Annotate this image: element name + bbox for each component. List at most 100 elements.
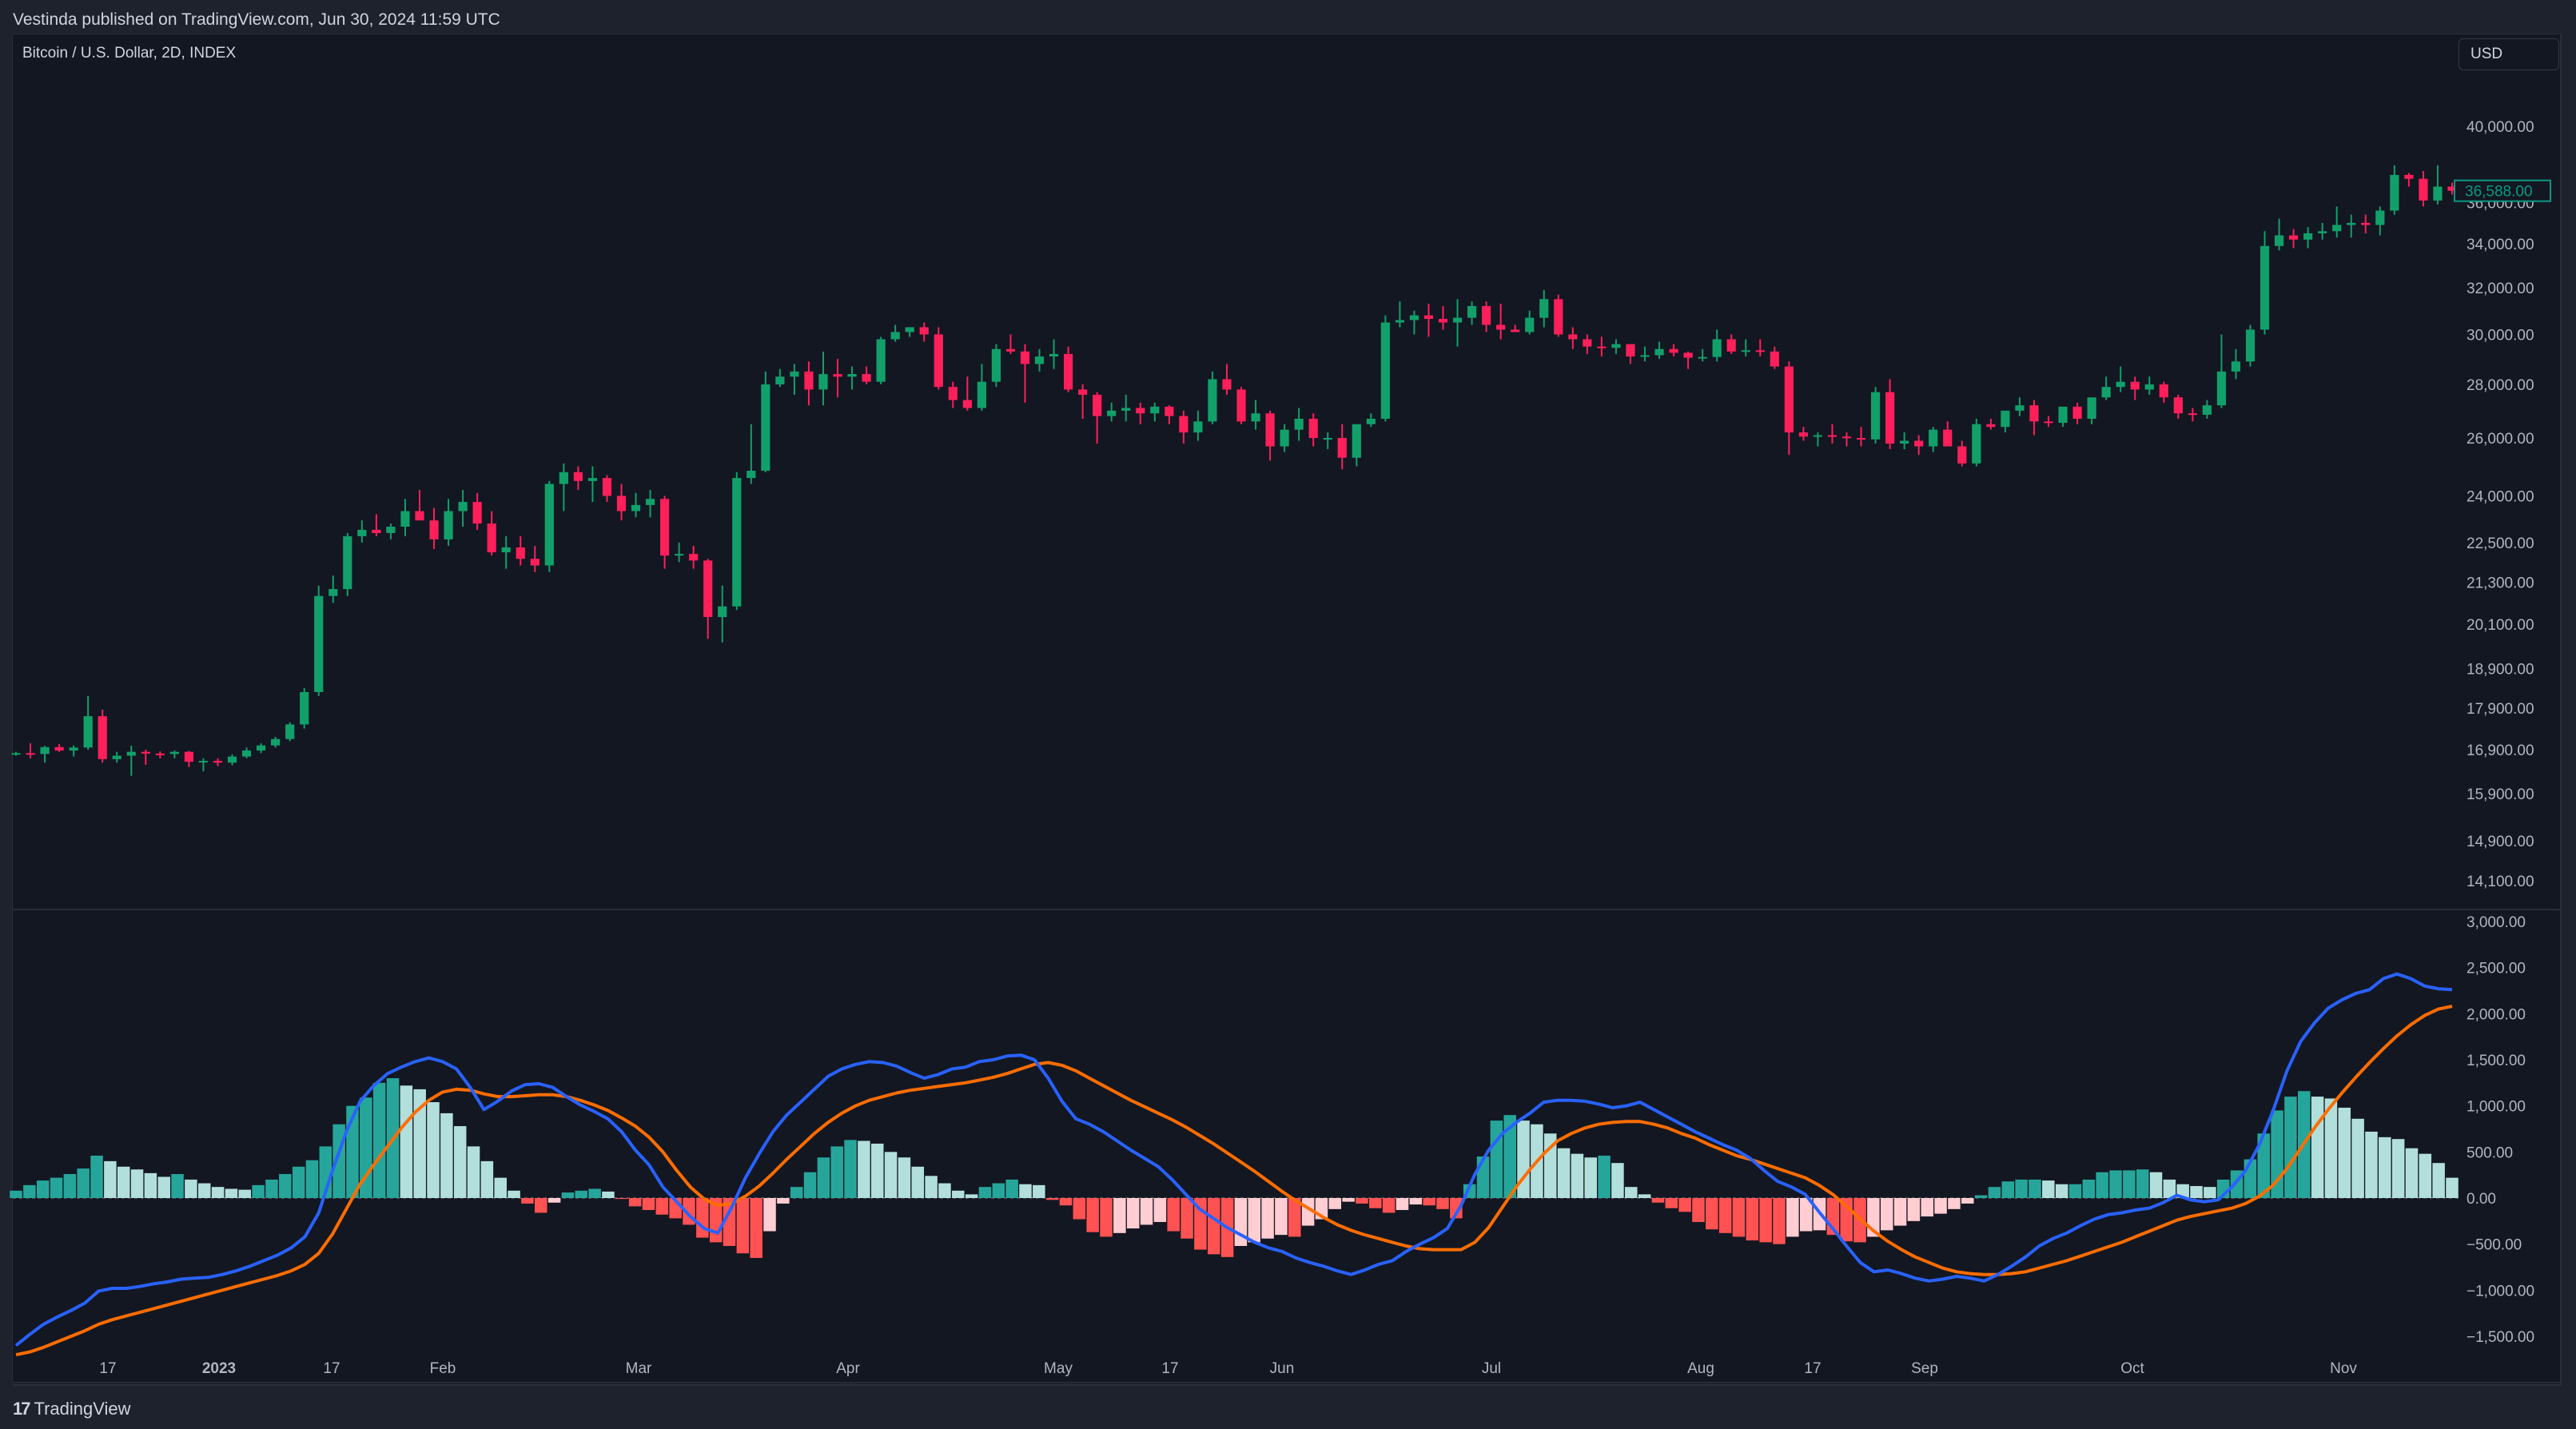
candle-body [328, 589, 338, 596]
candle-body [1337, 438, 1347, 458]
macd-histogram-bar [238, 1189, 252, 1198]
macd-histogram-bar [2149, 1172, 2163, 1198]
candle-body [1726, 339, 1736, 352]
candle-body [2361, 222, 2371, 225]
macd-histogram-bar [494, 1177, 507, 1198]
macd-histogram-bar [1893, 1198, 1907, 1226]
macd-histogram-bar [2257, 1133, 2270, 1198]
candle-body [1712, 339, 1722, 357]
macd-histogram-bar [1395, 1198, 1409, 1210]
macd-histogram-bar [1773, 1198, 1786, 1244]
macd-histogram-bar [225, 1188, 238, 1198]
candle-body [1856, 438, 1866, 440]
candle-body [1943, 429, 1953, 447]
candle-body [1251, 413, 1260, 422]
last-price-box [2454, 179, 2551, 202]
macd-pane[interactable] [10, 972, 2460, 1357]
macd-histogram-bar [1625, 1187, 1638, 1198]
candle-body [372, 529, 381, 533]
price-pane[interactable] [11, 165, 2457, 776]
macd-histogram-bar [198, 1183, 211, 1198]
macd-histogram-bar [90, 1155, 103, 1198]
candle-body [1784, 366, 1794, 433]
macd-axis[interactable]: 3,000.00 2,500.00 2,000.00 1,500.00 1,000.00… [2467, 914, 2534, 1346]
macd-histogram-bar [467, 1146, 480, 1198]
time-tick-label: 17 [323, 1360, 340, 1377]
candle-body [2202, 405, 2212, 415]
candle-body [1049, 353, 1059, 357]
candle-body [1352, 424, 1361, 458]
candle-body [1870, 392, 1881, 440]
macd-histogram-bar [23, 1184, 36, 1198]
candle-body [790, 371, 799, 377]
macd-histogram-bar [1638, 1194, 1651, 1198]
candle-body [962, 400, 972, 408]
candle-body [1222, 379, 1232, 390]
candle-body [213, 761, 223, 763]
macd-histogram-bar [1746, 1198, 1759, 1241]
candle-body [587, 478, 598, 481]
time-tick-label: 2023 [202, 1360, 236, 1377]
macd-tick-label: −1,000.00 [2467, 1283, 2534, 1300]
macd-histogram-bar [144, 1172, 157, 1198]
macd-histogram-bar [1692, 1198, 1705, 1222]
macd-histogram-bar [1248, 1198, 1261, 1243]
footer-branding[interactable]: 17 TradingView [13, 1397, 131, 1421]
macd-histogram-bar [1759, 1198, 1772, 1243]
macd-histogram-bar [508, 1190, 520, 1198]
candle-body [415, 511, 424, 521]
candle-body [83, 716, 93, 748]
macd-histogram-bar [1934, 1198, 1947, 1214]
candle-body [530, 559, 539, 566]
macd-histogram-bar [952, 1190, 965, 1198]
macd-histogram-bar [1786, 1198, 1799, 1237]
candle-body [1193, 421, 1203, 433]
candle-body [2274, 235, 2284, 246]
macd-histogram-bar [427, 1102, 440, 1198]
price-axis[interactable]: 40,000.00 34,000.00 32,000.00 30,000.00 28,0… [2467, 119, 2534, 890]
candle-body [645, 499, 655, 505]
candle-body [1208, 379, 1217, 422]
candle-body [1136, 408, 1145, 414]
macd-histogram-bar [2109, 1170, 2122, 1198]
candle-body [285, 724, 295, 739]
candle-body [501, 547, 511, 553]
macd-histogram-bar [2419, 1153, 2432, 1198]
candle-body [155, 753, 165, 755]
macd-histogram-bar [830, 1146, 843, 1198]
candle-body [1568, 334, 1578, 340]
macd-histogram-bar [1678, 1198, 1691, 1212]
macd-histogram-bar [1584, 1157, 1598, 1198]
candle-body [227, 756, 237, 763]
macd-histogram-bar [1261, 1198, 1274, 1239]
macd-histogram-bar [265, 1179, 278, 1198]
macd-histogram-bar [1665, 1198, 1678, 1208]
macd-histogram-bar [696, 1198, 709, 1238]
macd-histogram-bar [2042, 1180, 2055, 1198]
candle-body [862, 374, 871, 382]
time-axis[interactable]: 17 2023 17 Feb Mar Apr May 17 Jun Jul Aug 17 Sep Oct N… [99, 1360, 2357, 1377]
macd-histogram-bar [870, 1143, 884, 1198]
candle-body [847, 374, 857, 377]
macd-histogram-bar [1409, 1198, 1423, 1205]
macd-histogram-bar [763, 1198, 776, 1232]
price-tick-label: 24,000.00 [2467, 488, 2534, 505]
macd-histogram-bar [1073, 1198, 1086, 1220]
candle-body [1423, 315, 1434, 320]
macd-histogram-bar [1356, 1198, 1368, 1204]
macd-histogram-bar [911, 1166, 925, 1198]
macd-histogram-bar [1033, 1184, 1045, 1198]
macd-tick-label: 0.00 [2467, 1191, 2496, 1208]
macd-tick-label: −1,500.00 [2467, 1329, 2534, 1346]
price-tick-label: 34,000.00 [2467, 237, 2534, 253]
macd-histogram-bar [2001, 1181, 2015, 1198]
macd-histogram-bar [1503, 1115, 1516, 1198]
price-tick-label: 22,500.00 [2467, 535, 2534, 552]
candle-body [1380, 322, 1390, 419]
candle-body [198, 761, 209, 763]
price-tick-label: 32,000.00 [2467, 281, 2534, 297]
currency-button[interactable]: USD [2459, 38, 2559, 70]
candle-body [69, 747, 78, 751]
candle-body [1005, 348, 1016, 352]
